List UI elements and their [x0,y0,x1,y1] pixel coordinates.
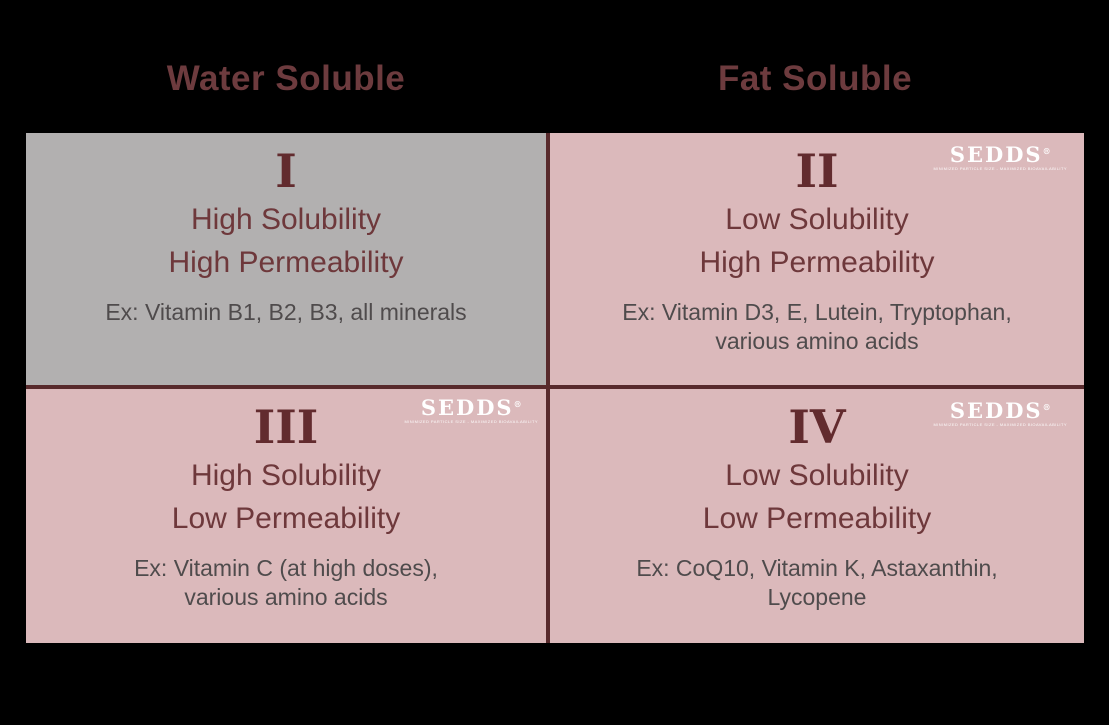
quadrant-2-examples: Ex: Vitamin D3, E, Lutein, Tryptophan, v… [622,298,1012,357]
quadrant-3-solubility: High Solubility [190,458,382,492]
sedds-wordmark: SEDDS® [949,142,1051,167]
sedds-logo: SEDDS® MINIMIZED PARTICLE SIZE - MAXIMIZ… [933,144,1067,171]
quadrant-4: SEDDS® MINIMIZED PARTICLE SIZE - MAXIMIZ… [550,389,1084,643]
sedds-tagline: MINIMIZED PARTICLE SIZE - MAXIMIZED BIOA… [933,166,1067,171]
quadrant-3: SEDDS® MINIMIZED PARTICLE SIZE - MAXIMIZ… [26,389,546,643]
registered-trademark-icon: ® [1042,146,1051,156]
quadrant-2-example-line1: Ex: Vitamin D3, E, Lutein, Tryptophan, [622,298,1012,325]
registered-trademark-icon: ® [513,399,522,409]
bcs-quadrant-matrix: I High Solubility High Permeability Ex: … [26,133,1084,643]
sedds-tagline: MINIMIZED PARTICLE SIZE - MAXIMIZED BIOA… [404,419,538,424]
quadrant-1-solubility: High Solubility [190,202,382,236]
quadrant-2: SEDDS® MINIMIZED PARTICLE SIZE - MAXIMIZ… [550,133,1084,385]
quadrant-3-numeral: III [253,400,319,454]
quadrant-4-examples: Ex: CoQ10, Vitamin K, Astaxanthin, Lycop… [636,554,997,613]
quadrant-1-permeability: High Permeability [168,246,404,280]
quadrant-1-examples: Ex: Vitamin B1, B2, B3, all minerals [105,298,466,327]
sedds-logo: SEDDS® MINIMIZED PARTICLE SIZE - MAXIMIZ… [933,400,1067,427]
quadrant-1: I High Solubility High Permeability Ex: … [26,133,546,385]
quadrant-4-permeability: Low Permeability [702,502,932,536]
quadrant-2-solubility: Low Solubility [725,202,909,236]
sedds-wordmark: SEDDS® [949,398,1051,423]
quadrant-3-example-line2: various amino acids [184,584,388,611]
sedds-wordmark: SEDDS® [420,395,522,420]
quadrant-3-examples: Ex: Vitamin C (at high doses), various a… [134,554,438,613]
registered-trademark-icon: ® [1042,402,1051,412]
sedds-logo: SEDDS® MINIMIZED PARTICLE SIZE - MAXIMIZ… [404,397,538,424]
quadrant-1-numeral: I [275,144,297,198]
column-header-fat-soluble: Fat Soluble [717,58,913,98]
quadrant-4-example-line1: Ex: CoQ10, Vitamin K, Astaxanthin, [636,554,998,581]
quadrant-2-example-line2: various amino acids [715,328,919,355]
sedds-tagline: MINIMIZED PARTICLE SIZE - MAXIMIZED BIOA… [933,422,1067,427]
quadrant-4-solubility: Low Solubility [725,458,909,492]
quadrant-4-numeral: IV [788,400,846,454]
quadrant-3-permeability: Low Permeability [171,502,401,536]
column-headers: Water Soluble Fat Soluble [26,0,1084,133]
quadrant-2-numeral: II [795,144,839,198]
quadrant-3-example-line1: Ex: Vitamin C (at high doses), [134,554,438,581]
quadrant-2-permeability: High Permeability [699,246,935,280]
quadrant-1-example-line1: Ex: Vitamin B1, B2, B3, all minerals [105,298,467,325]
quadrant-4-example-line2: Lycopene [767,584,867,611]
column-header-water-soluble: Water Soluble [166,58,406,98]
